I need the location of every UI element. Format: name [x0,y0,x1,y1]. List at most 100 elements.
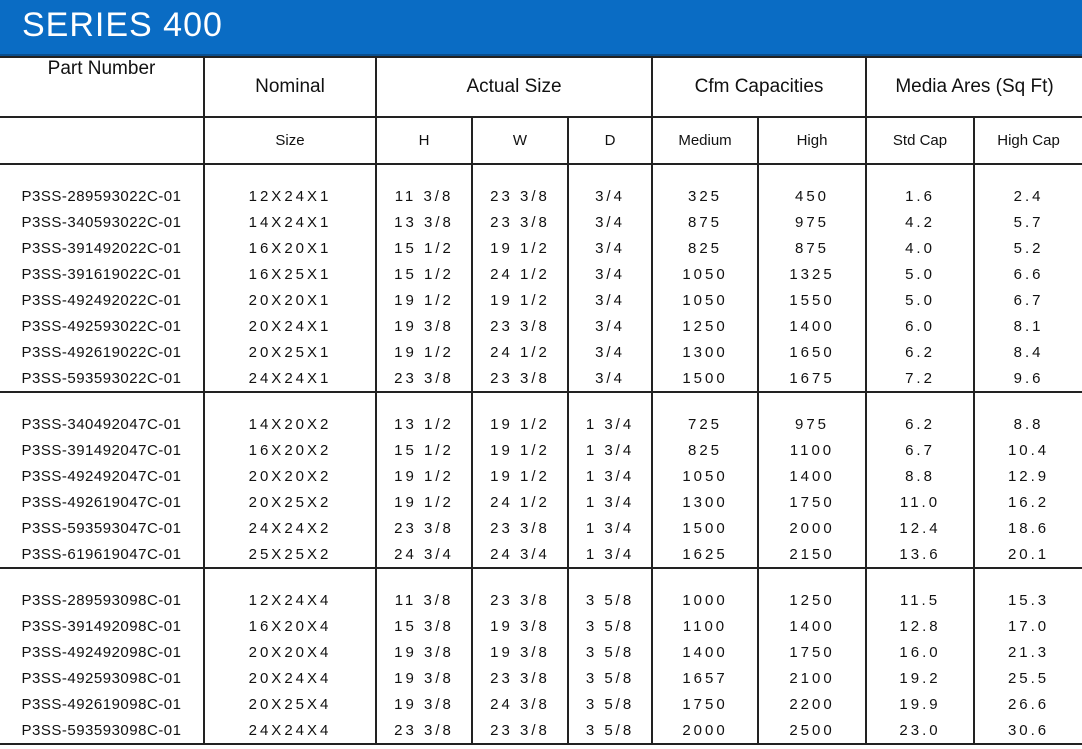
group-spacer [0,568,1082,587]
actual-h-cell: 15 1/2 [375,235,473,261]
subheader-blank [0,117,205,165]
part-number-cell: P3SS-492593098C-01 [0,665,205,691]
cfm-medium-cell: 325 [651,183,760,209]
actual-d-cell: 1 3/4 [566,515,654,541]
nominal-size-cell: 14X20X2 [203,411,377,437]
actual-h-cell: 19 1/2 [375,463,473,489]
actual-h-cell: 19 3/8 [375,665,473,691]
spacer-cell [865,392,976,411]
nominal-size-cell: 20X20X4 [203,639,377,665]
cfm-medium-cell: 875 [651,209,760,235]
cfm-medium-cell: 1500 [651,365,760,393]
cfm-high-cell: 450 [757,183,868,209]
cfm-high-cell: 2150 [757,541,868,569]
media-high-cap-cell: 10.4 [973,437,1082,463]
actual-h-cell: 19 1/2 [375,339,473,365]
nominal-size-cell: 24X24X2 [203,515,377,541]
media-high-cap-cell: 21.3 [973,639,1082,665]
table-row: P3SS-619619047C-01 25X25X2 24 3/4 24 3/4 1 3… [0,541,1082,569]
table-row: P3SS-492593022C-01 20X24X1 19 3/8 23 3/8 3/4… [0,313,1082,339]
media-std-cap-cell: 5.0 [865,261,976,287]
actual-w-cell: 19 1/2 [471,411,569,437]
cfm-medium-cell: 1500 [651,515,760,541]
actual-w-cell: 24 1/2 [471,489,569,515]
cfm-high-cell: 2000 [757,515,868,541]
media-high-cap-cell: 5.2 [973,235,1082,261]
header-actual-size: Actual Size [374,56,654,118]
nominal-size-cell: 20X25X2 [203,489,377,515]
part-number-cell: P3SS-492593022C-01 [0,313,205,339]
table-row: P3SS-492619098C-01 20X25X4 19 3/8 24 3/8 3 5… [0,691,1082,717]
media-high-cap-cell: 8.4 [973,339,1082,365]
actual-w-cell: 24 1/2 [471,339,569,365]
nominal-size-cell: 20X20X1 [203,287,377,313]
header-nominal: Nominal [203,56,377,118]
cfm-high-cell: 1400 [757,463,868,489]
spacer-cell [757,164,868,183]
spacer-cell [0,568,205,587]
nominal-size-cell: 12X24X1 [203,183,377,209]
actual-h-cell: 15 1/2 [375,437,473,463]
media-high-cap-cell: 8.1 [973,313,1082,339]
cfm-high-cell: 1550 [757,287,868,313]
media-std-cap-cell: 13.6 [865,541,976,569]
actual-d-cell: 3/4 [566,339,654,365]
part-number-cell: P3SS-289593098C-01 [0,587,205,613]
actual-h-cell: 19 1/2 [375,287,473,313]
actual-w-cell: 19 3/8 [471,639,569,665]
media-std-cap-cell: 8.8 [865,463,976,489]
actual-w-cell: 24 3/8 [471,691,569,717]
nominal-size-cell: 20X20X2 [203,463,377,489]
actual-h-cell: 19 3/8 [375,691,473,717]
actual-d-cell: 1 3/4 [566,437,654,463]
table-row: P3SS-492619047C-01 20X25X2 19 1/2 24 1/2 1 3… [0,489,1082,515]
actual-h-cell: 15 3/8 [375,613,473,639]
cfm-high-cell: 1400 [757,613,868,639]
subheader-h: H [375,117,473,165]
part-number-cell: P3SS-593593098C-01 [0,717,205,745]
cfm-high-cell: 875 [757,235,868,261]
spacer-cell [757,568,868,587]
nominal-size-cell: 16X25X1 [203,261,377,287]
actual-w-cell: 24 3/4 [471,541,569,569]
actual-d-cell: 1 3/4 [566,411,654,437]
nominal-size-cell: 16X20X4 [203,613,377,639]
cfm-medium-cell: 1050 [651,261,760,287]
actual-h-cell: 19 3/8 [375,639,473,665]
media-std-cap-cell: 6.2 [865,339,976,365]
nominal-size-cell: 24X24X1 [203,365,377,393]
cfm-medium-cell: 1625 [651,541,760,569]
spacer-cell [375,392,473,411]
cfm-high-cell: 975 [757,411,868,437]
actual-h-cell: 15 1/2 [375,261,473,287]
cfm-medium-cell: 1400 [651,639,760,665]
spacer-cell [0,164,205,183]
actual-h-cell: 23 3/8 [375,515,473,541]
media-high-cap-cell: 6.7 [973,287,1082,313]
spacer-cell [566,164,654,183]
cfm-medium-cell: 1100 [651,613,760,639]
subheader-high-cap: High Cap [973,117,1082,165]
actual-h-cell: 13 3/8 [375,209,473,235]
table-row: P3SS-391492047C-01 16X20X2 15 1/2 19 1/2 1 3… [0,437,1082,463]
media-std-cap-cell: 6.7 [865,437,976,463]
nominal-size-cell: 20X24X4 [203,665,377,691]
part-number-cell: P3SS-492619047C-01 [0,489,205,515]
spacer-cell [651,164,760,183]
media-std-cap-cell: 23.0 [865,717,976,745]
part-number-cell: P3SS-492492022C-01 [0,287,205,313]
part-number-cell: P3SS-340492047C-01 [0,411,205,437]
actual-h-cell: 11 3/8 [375,183,473,209]
actual-h-cell: 23 3/8 [375,365,473,393]
spacer-cell [865,568,976,587]
actual-w-cell: 19 3/8 [471,613,569,639]
media-std-cap-cell: 4.0 [865,235,976,261]
group-spacer [0,392,1082,411]
spacer-cell [973,568,1082,587]
actual-d-cell: 3/4 [566,313,654,339]
media-high-cap-cell: 26.6 [973,691,1082,717]
spec-table: Part Number Nominal Actual Size Cfm Capa… [0,56,1082,745]
cfm-medium-cell: 1000 [651,587,760,613]
cfm-medium-cell: 725 [651,411,760,437]
cfm-high-cell: 1400 [757,313,868,339]
